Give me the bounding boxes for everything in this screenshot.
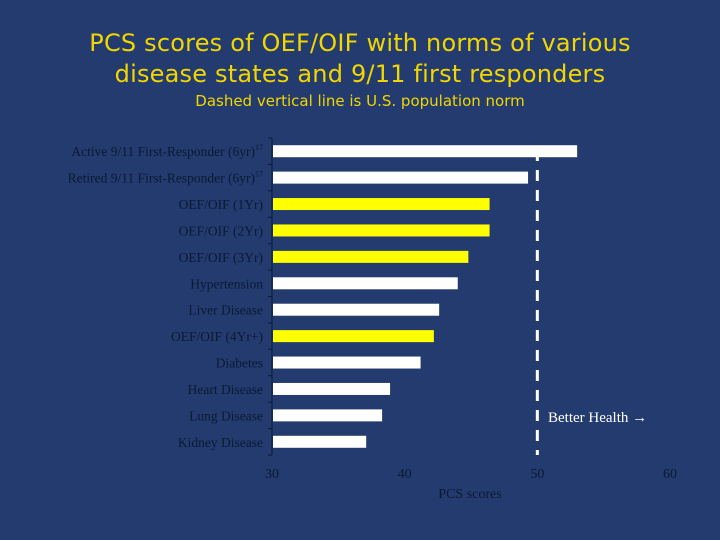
bar — [273, 171, 529, 184]
category-label: OEF/OIF (4Yr+) — [171, 329, 263, 344]
x-tick-label: 60 — [663, 467, 677, 482]
category-label: Liver Disease — [188, 303, 263, 318]
slide-subtitle: Dashed vertical line is U.S. population … — [195, 92, 525, 110]
bar — [273, 250, 469, 263]
category-label: Diabetes — [216, 356, 263, 371]
category-superscript: 17 — [255, 143, 263, 152]
better-health-annotation: Better Health → — [548, 410, 647, 426]
category-label: Kidney Disease — [178, 435, 263, 450]
category-label: Heart Disease — [188, 382, 263, 397]
x-tick-label: 30 — [265, 467, 279, 482]
category-label: OEF/OIF (1Yr) — [179, 197, 263, 212]
bar — [273, 356, 421, 369]
bar — [273, 145, 578, 158]
x-tick-label: 40 — [398, 467, 412, 482]
bar — [273, 277, 458, 290]
slide-title: PCS scores of OEF/OIF with norms of vari… — [0, 28, 720, 90]
category-label: Active 9/11 First-Responder (6yr)17 — [71, 143, 263, 159]
bar — [273, 435, 367, 448]
x-axis-title: PCS scores — [438, 487, 501, 502]
category-label: OEF/OIF (3Yr) — [179, 250, 263, 265]
bar — [273, 198, 490, 211]
category-label: Retired 9/11 First-Responder (6yr)17 — [68, 170, 263, 186]
category-superscript: 17 — [255, 170, 263, 179]
slide-title-line-1: PCS scores of OEF/OIF with norms of vari… — [89, 29, 631, 57]
bar — [273, 382, 391, 395]
bar — [273, 409, 383, 422]
x-tick-label: 50 — [530, 467, 544, 482]
bar — [273, 303, 440, 316]
bar — [273, 224, 490, 237]
category-label: Hypertension — [190, 276, 263, 291]
bar — [273, 330, 434, 343]
slide-title-line-2: disease states and 9/11 first responders — [114, 60, 606, 88]
category-label: OEF/OIF (2Yr) — [179, 223, 263, 238]
category-label: Lung Disease — [189, 408, 263, 423]
